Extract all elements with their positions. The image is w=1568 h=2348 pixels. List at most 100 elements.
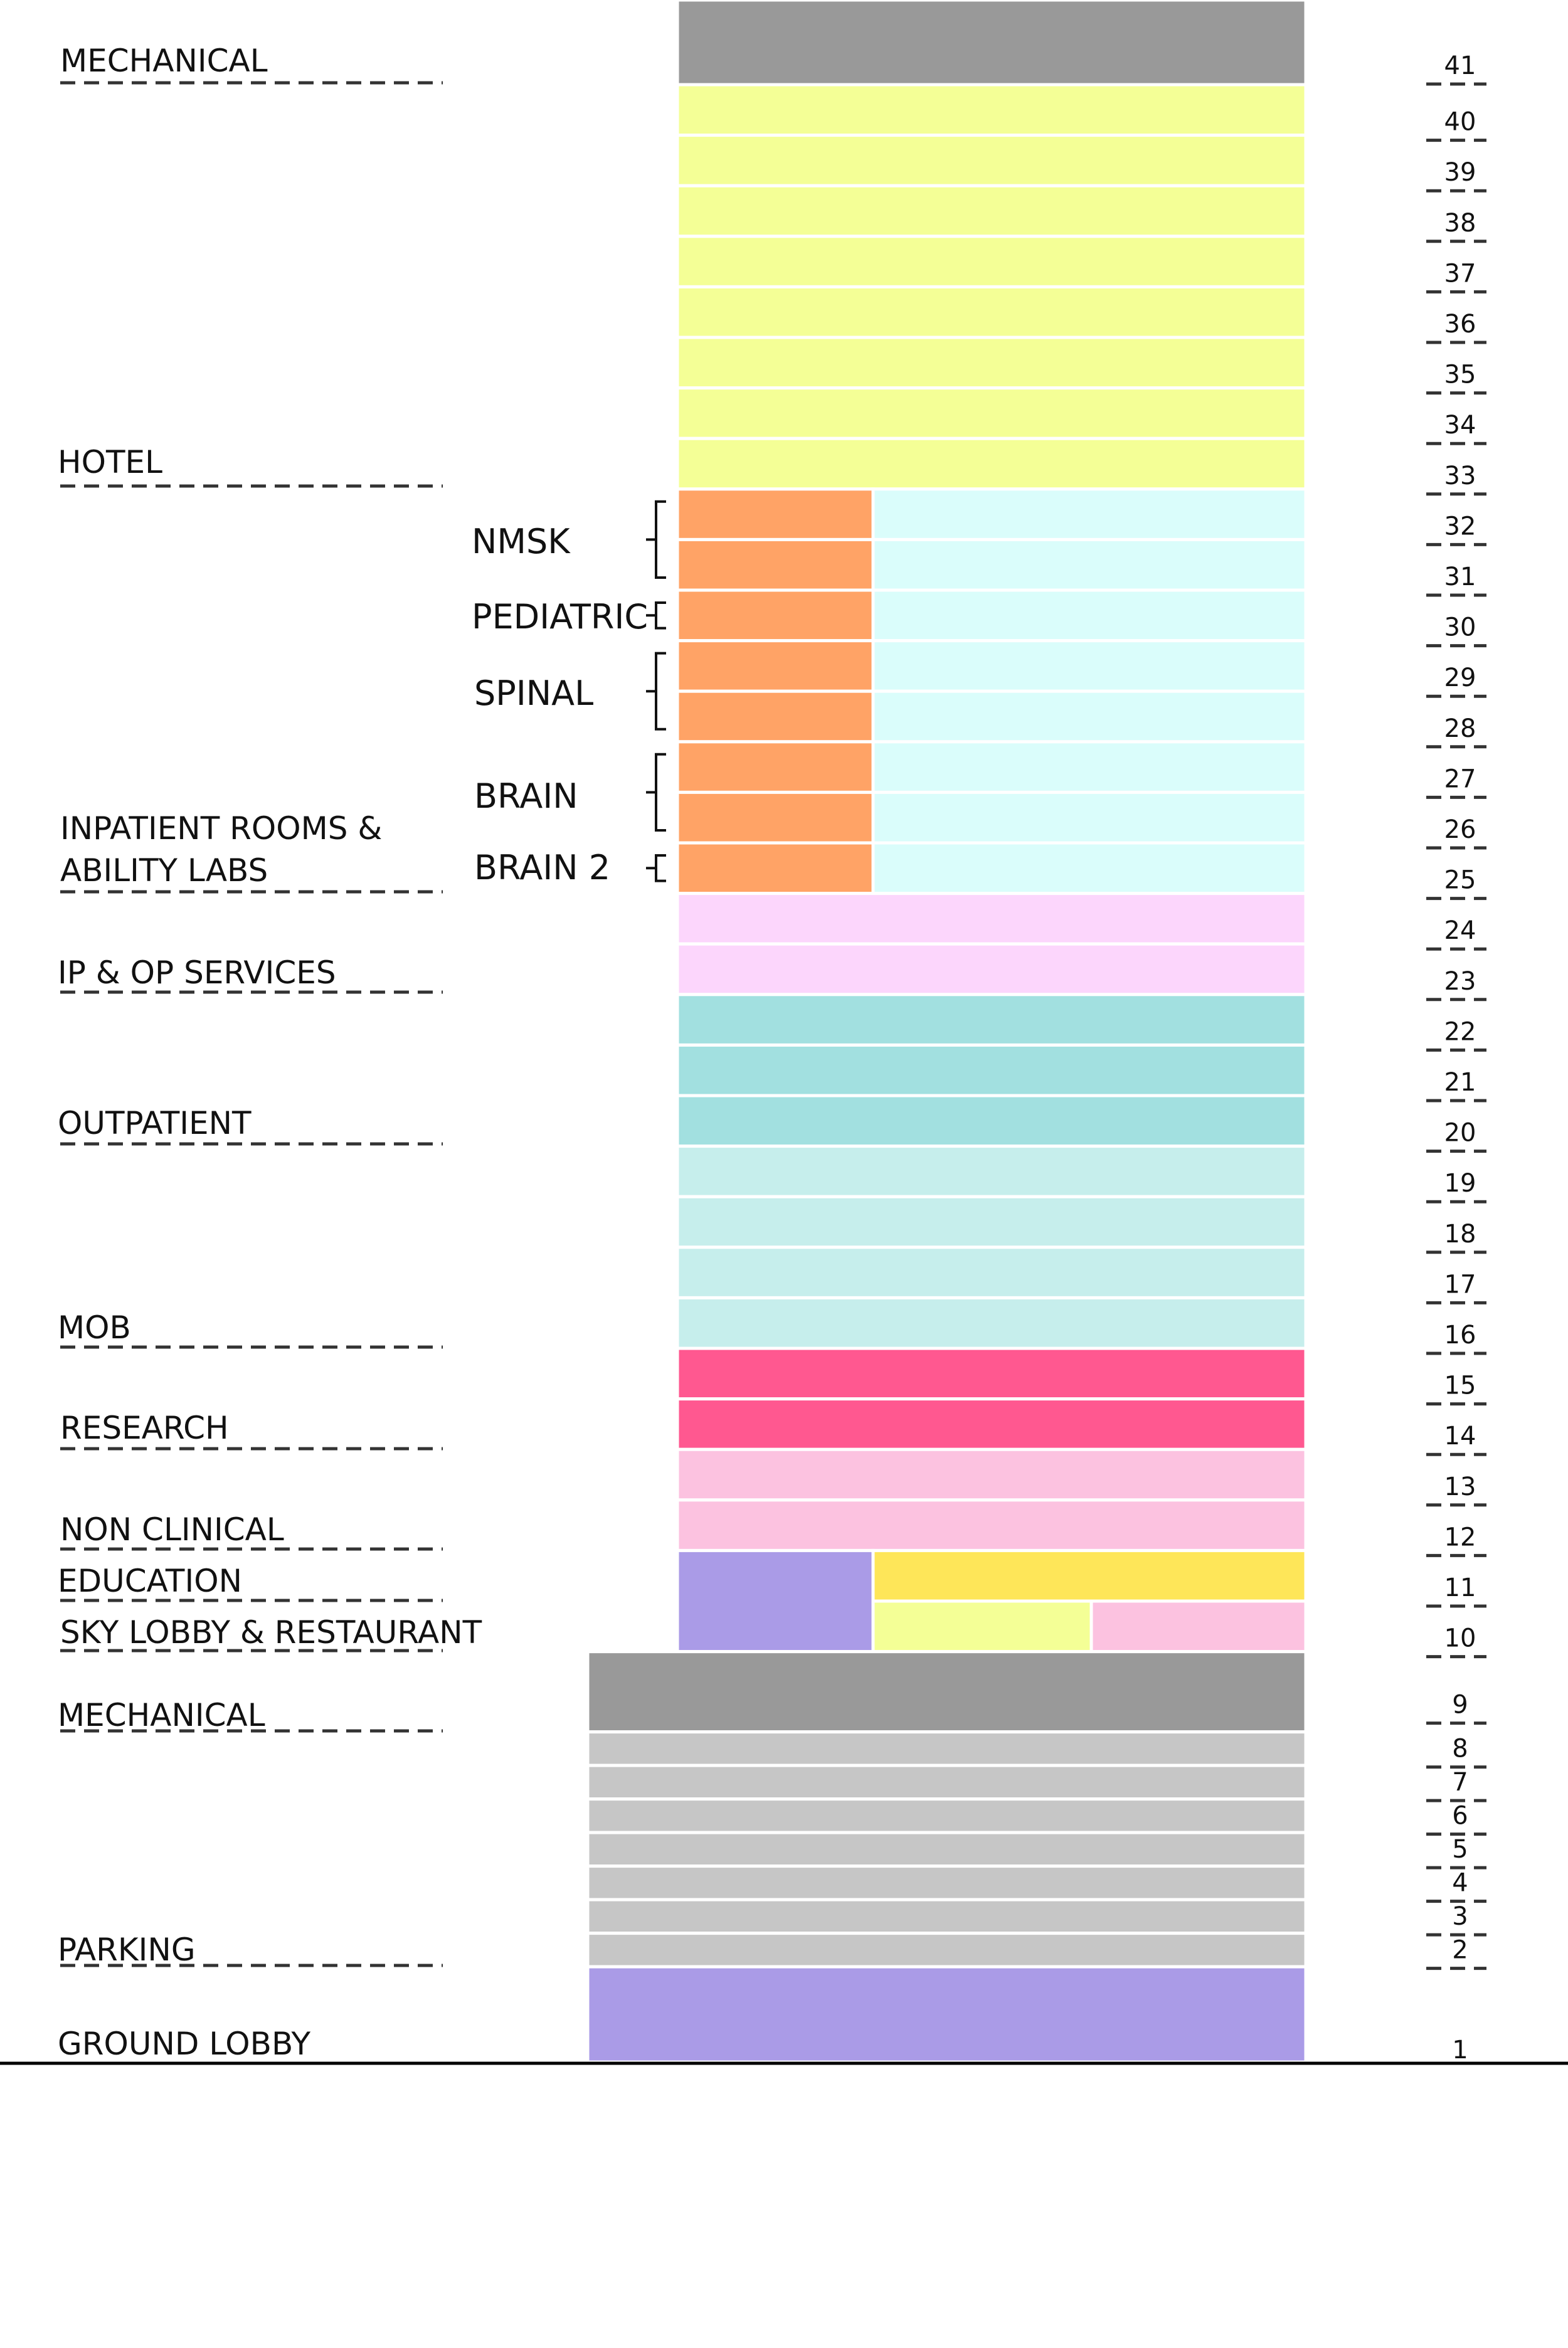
floor-number: 7 [1452,1768,1468,1797]
floor-32-inpatient [871,487,1308,541]
zone-label-inpatient-line2: ABILITY LABS [60,852,268,889]
floor-19-mob [675,1145,1308,1198]
floor-number: 36 [1444,310,1476,339]
floor-30-specialty [675,588,875,643]
floor-20-outpatient [675,1094,1308,1148]
floor-number: 13 [1444,1473,1476,1501]
floor-3-parking [586,1898,1308,1935]
program-label-nmsk: NMSK [472,522,571,561]
floor-12-non-clinical [675,1498,1308,1552]
floor-25-specialty [675,841,875,896]
program-label-spinal: SPINAL [474,674,593,713]
floor-number: 27 [1444,764,1476,793]
floor-number: 31 [1444,563,1476,591]
floor-number: 16 [1444,1321,1476,1350]
floor-38-hotel [675,184,1308,238]
floor-14-research [675,1397,1308,1451]
floor-37-hotel [675,235,1308,288]
floor-26-inpatient [871,790,1308,845]
zone-label-ip-op: IP & OP SERVICES [58,955,336,991]
floor-22-outpatient [675,993,1308,1047]
floor-number: 26 [1444,815,1476,844]
floor-39-hotel [675,134,1308,188]
floor-number: 34 [1444,411,1476,440]
zone-label-mob: MOB [58,1309,131,1346]
floor-11-sky-lobby [871,1548,1308,1603]
floor-number: 11 [1444,1573,1476,1602]
floor-33-hotel [675,436,1308,491]
program-label-brain-2: BRAIN 2 [474,848,610,887]
floor-23-ip-op [675,942,1308,997]
floor-1-ground-lobby [586,1965,1308,2064]
bracket-pediatric [646,601,666,630]
floor-27-inpatient [871,740,1308,794]
floor-18-mob [675,1195,1308,1249]
zone-label-parking: PARKING [58,1932,196,1968]
floor-16-mob [675,1296,1308,1350]
floor-number: 30 [1444,613,1476,642]
bracket-nmsk [646,500,666,579]
floor-31-specialty [675,537,875,592]
floor-number: 12 [1444,1523,1476,1552]
floor-2-parking [586,1932,1308,1969]
zone-labels: MECHANICAL HOTEL INPATIENT ROOMS & ABILI… [58,43,482,2062]
floor-10-restaurant-pink [1089,1599,1308,1654]
floor-number: 37 [1444,259,1476,288]
floor-29-specialty [675,639,875,693]
floor-number: 9 [1452,1691,1468,1720]
floor-27-specialty [675,740,875,794]
floor-number: 21 [1444,1068,1476,1097]
floor-9-mechanical [586,1650,1308,1734]
zone-label-research: RESEARCH [60,1410,229,1446]
floor-6-parking [586,1797,1308,1834]
floor-15-research [675,1346,1308,1401]
floor-number: 4 [1452,1869,1468,1898]
floor-26-specialty [675,790,875,845]
floor-28-inpatient [871,689,1308,744]
zone-label-hotel: HOTEL [58,444,162,480]
floor-number-dashes [1426,82,1486,1970]
floor-35-hotel [675,336,1308,390]
floor-number: 39 [1444,158,1476,187]
floor-number: 1 [1452,2036,1468,2065]
floor-29-inpatient [871,639,1308,693]
floor-32-specialty [675,487,875,541]
floor-number: 24 [1444,916,1476,945]
floor-number: 6 [1452,1802,1468,1831]
floor-41-mechanical [675,0,1308,87]
floor-bars [586,0,1308,2064]
floor-4-parking [586,1864,1308,1901]
zone-label-outpatient: OUTPATIENT [58,1105,252,1141]
floor-number: 23 [1444,967,1476,996]
floor-number: 41 [1444,51,1476,80]
floor-34-hotel [675,386,1308,440]
floor-24-ip-op [675,892,1308,946]
program-labels: NMSK PEDIATRIC SPINAL BRAIN BRAIN 2 [472,522,648,887]
floor-number: 5 [1452,1835,1468,1864]
bracket-brain [646,753,666,832]
zone-label-mechanical-low: MECHANICAL [58,1697,265,1733]
floor-7-parking [586,1764,1308,1801]
program-brackets [646,500,666,882]
floor-number: 18 [1444,1220,1476,1249]
floor-number: 2 [1452,1936,1468,1965]
floor-31-inpatient [871,537,1308,592]
floor-numbers: 4140393837363534333231302928272625242322… [1444,51,1476,2065]
floor-36-hotel [675,285,1308,339]
floor-8-parking [586,1730,1308,1767]
zone-label-mechanical-top: MECHANICAL [60,43,268,79]
program-label-pediatric: PEDIATRIC [472,597,648,637]
floor-40-hotel [675,83,1308,137]
floor-number: 40 [1444,108,1476,137]
floor-number: 38 [1444,209,1476,238]
floor-number: 32 [1444,512,1476,541]
floor-number: 8 [1452,1735,1468,1764]
zone-label-inpatient-line1: INPATIENT ROOMS & [60,810,382,847]
floor-13-non-clinical [675,1447,1308,1502]
floor-number: 22 [1444,1017,1476,1046]
floors-10-11-education [675,1548,875,1654]
floor-30-inpatient [871,588,1308,643]
bracket-spinal [646,652,666,731]
floor-10-restaurant [871,1599,1093,1654]
